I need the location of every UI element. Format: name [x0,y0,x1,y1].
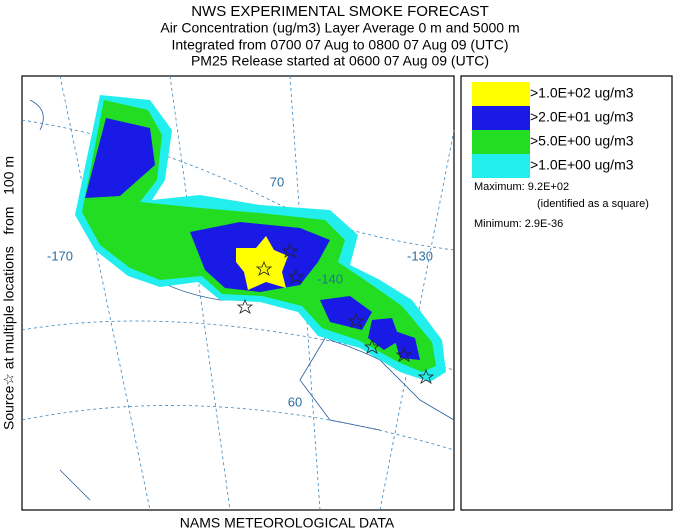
map-label: -140 [317,271,343,286]
legend-swatch [472,106,530,130]
map-label: -170 [47,248,73,263]
legend-swatch [472,82,530,106]
legend-swatch [472,154,530,178]
grid-line [21,405,455,451]
subtitle: Integrated from 0700 07 Aug to 0800 07 A… [172,37,509,53]
subtitle: PM25 Release started at 0600 07 Aug 09 (… [191,53,489,69]
legend-label: >2.0E+01 ug/m3 [530,109,634,125]
map-label: 60 [288,394,302,409]
subtitle: Air Concentration (ug/m3) Layer Average … [160,20,519,36]
minimum: Minimum: 2.9E-36 [474,218,563,230]
title: NWS EXPERIMENTAL SMOKE FORECAST [191,3,489,20]
side-label: Source☆ at multiple locations from 100 m [1,156,17,430]
max-note: (identified as a square) [537,198,649,210]
legend-label: >5.0E+00 ug/m3 [530,133,634,149]
map: -170 70 -140 -130 60 [21,75,455,511]
maximum: Maximum: 9.2E+02 [474,181,569,193]
legend-swatch [472,130,530,154]
legend: Maximum: 9.2E+02 (identified as a square… [460,75,673,511]
map-label: 70 [270,174,284,189]
source-markers [236,242,435,384]
plume-contour [236,236,288,290]
legend-label: >1.0E+00 ug/m3 [530,157,634,173]
grid-line [59,75,151,511]
grid-line [169,75,231,511]
legend-label: >1.0E+02 ug/m3 [530,85,634,101]
footer: NAMS METEOROLOGICAL DATA [180,515,395,531]
map-label: -130 [407,248,433,263]
plume-contour [85,118,420,360]
